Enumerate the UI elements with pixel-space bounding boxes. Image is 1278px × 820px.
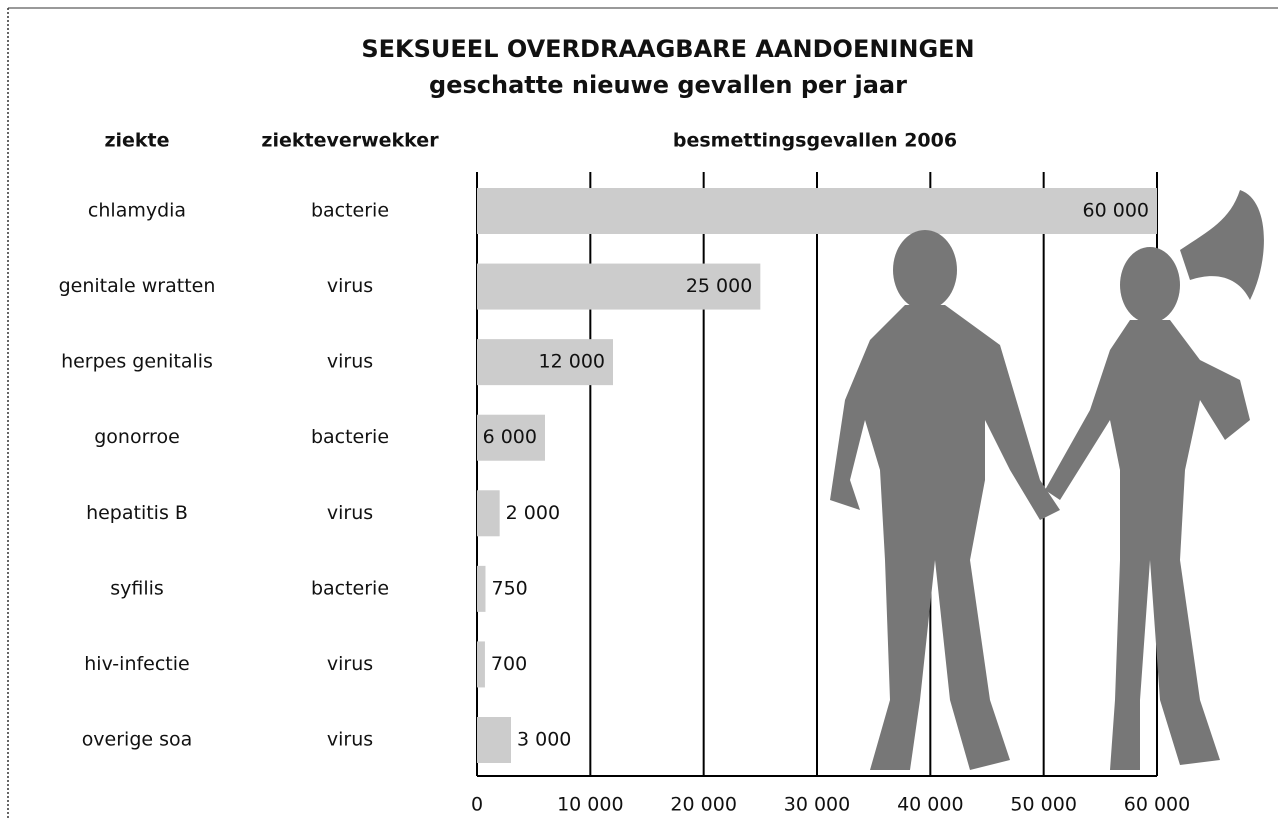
pathogen-label: virus <box>327 502 373 524</box>
column-header: besmettingsgevallen 2006 <box>673 130 957 152</box>
bar <box>477 414 545 461</box>
category-label: genitale wratten <box>59 275 216 297</box>
value-label: 12 000 <box>539 351 605 373</box>
value-label: 750 <box>492 577 528 599</box>
pathogen-label: bacterie <box>311 577 389 599</box>
pathogen-label: virus <box>327 351 373 373</box>
x-tick-label: 20 000 <box>670 794 736 816</box>
bar <box>477 641 485 688</box>
pathogen-label: bacterie <box>311 200 389 222</box>
category-label: gonorroe <box>94 426 180 448</box>
value-label: 700 <box>491 653 527 675</box>
pathogen-label: virus <box>327 653 373 675</box>
value-label: 3 000 <box>517 729 571 751</box>
value-label: 6 000 <box>483 426 537 448</box>
bar <box>477 565 486 612</box>
category-label: syfilis <box>110 577 164 599</box>
category-label: hepatitis B <box>86 502 188 524</box>
chart-subtitle: geschatte nieuwe gevallen per jaar <box>429 71 907 99</box>
bar <box>477 263 761 310</box>
x-tick-label: 60 000 <box>1124 794 1190 816</box>
silhouettes <box>830 190 1264 770</box>
bar <box>477 339 613 386</box>
category-label: hiv-infectie <box>84 653 189 675</box>
category-label: herpes genitalis <box>61 351 213 373</box>
bar <box>477 188 1157 234</box>
category-label: chlamydia <box>88 200 186 222</box>
value-label: 25 000 <box>686 275 752 297</box>
column-header: ziekteverwekker <box>261 130 439 152</box>
pathogen-label: virus <box>327 275 373 297</box>
chart-title: SEKSUEEL OVERDRAAGBARE AANDOENINGEN <box>361 35 974 63</box>
x-tick-label: 0 <box>471 794 483 816</box>
bar <box>477 717 511 763</box>
value-label: 60 000 <box>1083 200 1149 222</box>
bars: 60 000 25 000 12 000 6 000 2 000 750 700 3 000 <box>477 188 1157 763</box>
category-label: overige soa <box>82 729 193 751</box>
x-tick-label: 40 000 <box>897 794 963 816</box>
column-header: ziekte <box>104 130 169 152</box>
pathogen-label: virus <box>327 729 373 751</box>
pathogen-label: bacterie <box>311 426 389 448</box>
x-tick-label: 10 000 <box>557 794 623 816</box>
x-tick-label: 30 000 <box>784 794 850 816</box>
value-label: 2 000 <box>506 502 560 524</box>
x-tick-label: 50 000 <box>1010 794 1076 816</box>
bar <box>477 490 500 537</box>
